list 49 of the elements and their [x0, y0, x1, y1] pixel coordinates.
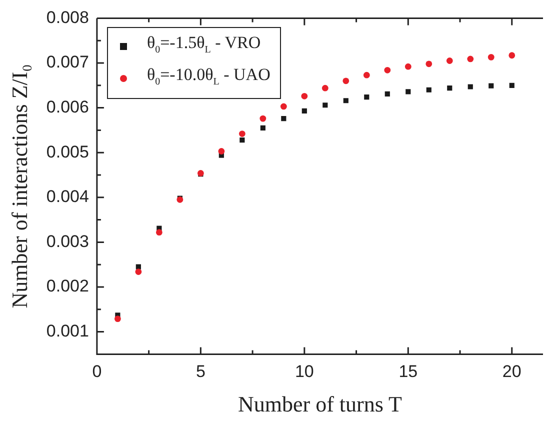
point	[404, 63, 412, 70]
point	[281, 116, 286, 122]
point	[446, 58, 453, 64]
y-tick-label: 0.004	[46, 187, 89, 206]
x-tick-label: 15	[398, 362, 418, 382]
y-axis-title: Number of interactions Z/I₀	[6, 64, 32, 308]
point	[343, 98, 348, 104]
point	[322, 84, 328, 92]
legend-label: θ$_{0}$=-1.5θ$_{L}$ - VRO	[146, 32, 261, 58]
x-tick-label: 10	[294, 362, 314, 382]
point	[364, 94, 370, 100]
point	[342, 78, 350, 84]
point	[135, 268, 142, 275]
point	[363, 72, 370, 78]
x-tick-label: 0	[92, 362, 102, 382]
point	[260, 125, 266, 131]
y-tick-label: 0.003	[46, 232, 89, 251]
point	[488, 83, 494, 88]
point	[406, 89, 411, 94]
point	[114, 316, 121, 322]
point	[156, 229, 162, 236]
point	[260, 115, 266, 122]
point	[322, 102, 328, 108]
x-axis-title: Number of turns T	[238, 392, 403, 417]
point	[301, 92, 308, 100]
point	[468, 84, 473, 90]
point	[302, 108, 307, 114]
x-tick-label: 5	[196, 362, 206, 382]
point	[238, 130, 246, 137]
legend-label: θ$_{0}$=-10.0θ$_{L}$ - UAO	[146, 64, 270, 89]
point	[447, 86, 452, 91]
y-tick-label: 0.001	[46, 321, 89, 340]
point	[240, 138, 245, 143]
y-tick-label: 0.005	[46, 142, 89, 162]
y-tick-label: 0.008	[46, 8, 89, 27]
y-tick-label: 0.006	[46, 97, 89, 116]
point	[426, 60, 432, 68]
x-tick-label: 20	[502, 362, 522, 382]
point	[426, 87, 432, 92]
point	[384, 91, 390, 96]
point	[509, 82, 514, 88]
point	[280, 103, 287, 110]
y-tick-label: 0.002	[46, 276, 89, 296]
point	[467, 56, 474, 62]
point	[218, 148, 225, 154]
point	[508, 52, 516, 59]
point	[488, 54, 494, 60]
point	[384, 66, 391, 74]
y-tick-label: 0.007	[46, 52, 89, 72]
